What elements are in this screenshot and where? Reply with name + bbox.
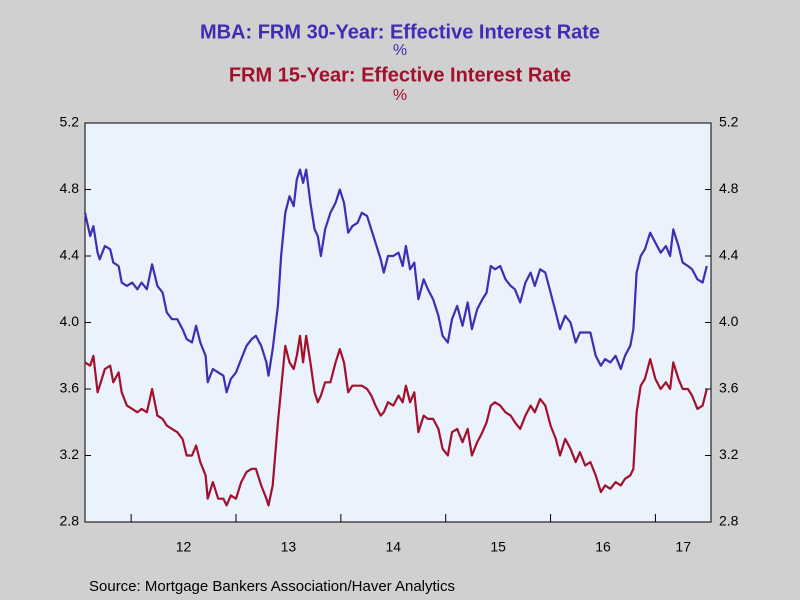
series-line: [84, 334, 708, 507]
series-unit: %: [393, 87, 407, 104]
y-tick-label: 5.2: [60, 114, 80, 130]
series-title: MBA: FRM 30-Year: Effective Interest Rat…: [200, 21, 600, 43]
x-tick-label: 12: [176, 539, 192, 555]
y-tick-label: 3.2: [60, 446, 80, 462]
source-note: Source: Mortgage Bankers Association/Hav…: [89, 578, 455, 595]
y-tick-label: 4.0: [60, 313, 80, 329]
y2-tick-label: 5.2: [719, 114, 739, 130]
y2-tick-label: 3.6: [719, 380, 739, 396]
y-tick-label: 2.8: [60, 513, 80, 529]
series-line: [83, 168, 708, 394]
y-tick-label: 4.4: [60, 247, 80, 263]
y2-tick-label: 4.0: [719, 313, 739, 329]
y2-tick-label: 2.8: [719, 513, 739, 529]
x-tick-label: 15: [490, 539, 506, 555]
y2-tick-label: 4.4: [719, 247, 739, 263]
x-tick-label: 16: [595, 539, 611, 555]
x-tick-label: 14: [385, 539, 401, 555]
series-title: FRM 15-Year: Effective Interest Rate: [229, 64, 571, 86]
x-tick-label: 17: [675, 539, 691, 555]
y-tick-label: 4.8: [60, 180, 80, 196]
x-tick-label: 13: [281, 539, 297, 555]
y2-tick-label: 4.8: [719, 180, 739, 196]
y-tick-label: 3.6: [60, 380, 80, 396]
series-unit: %: [393, 42, 407, 59]
y2-tick-label: 3.2: [719, 446, 739, 462]
